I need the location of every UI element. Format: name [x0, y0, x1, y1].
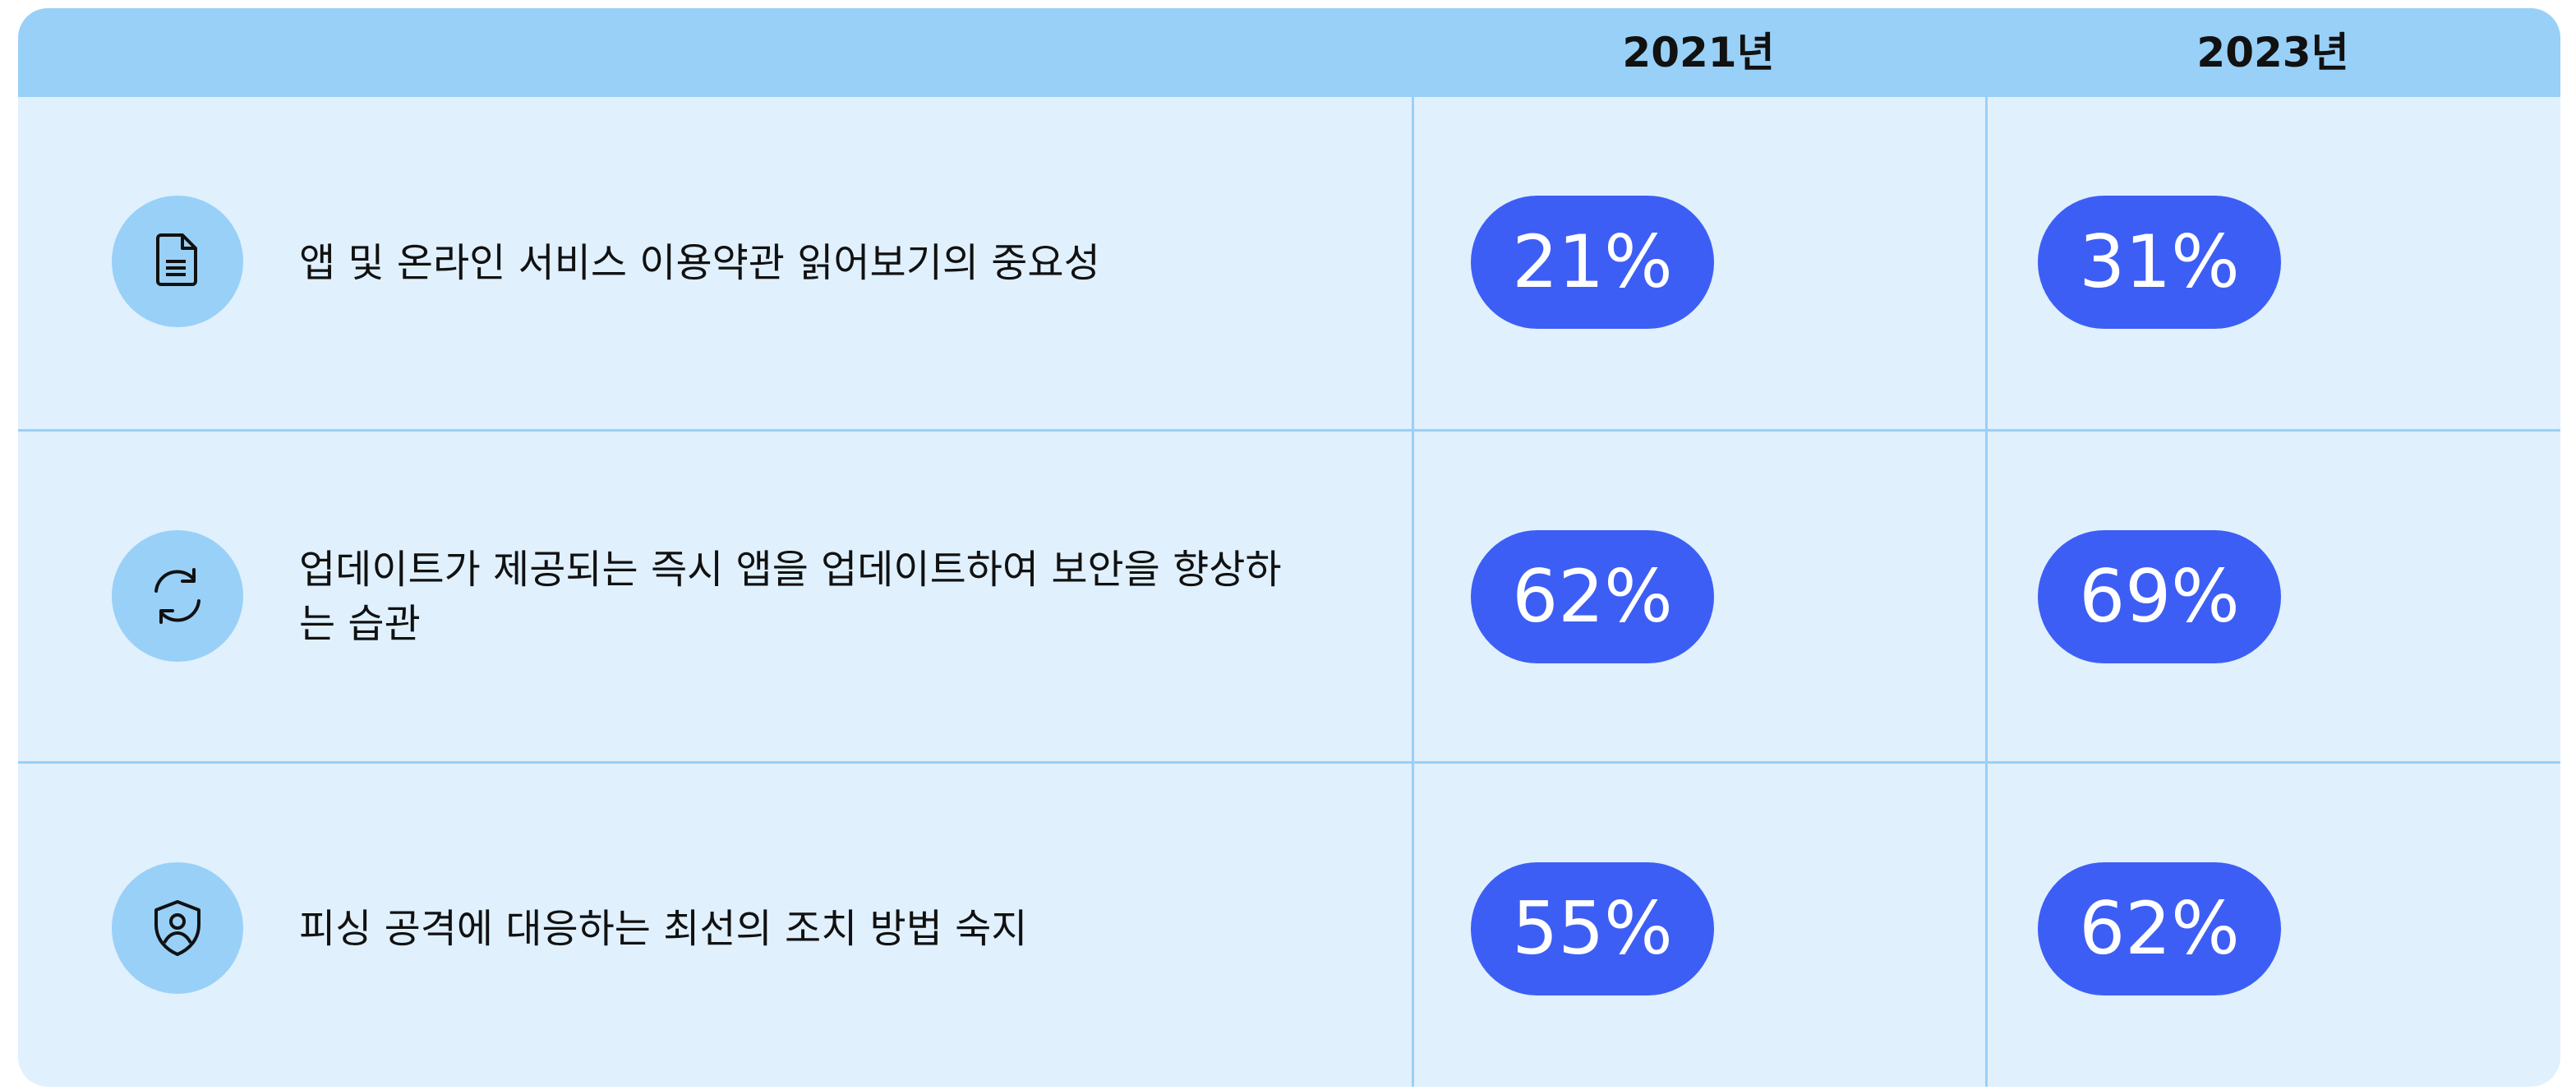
- column-divider: [1412, 97, 1414, 1087]
- value-pill: 62%: [1471, 530, 1714, 663]
- value-pill: 21%: [1471, 196, 1714, 329]
- row-label: 업데이트가 제공되는 즉시 앱을 업데이트하여 보안을 향상하는 습관: [299, 546, 1282, 647]
- column-divider: [1985, 97, 1988, 1087]
- table-row: 피싱 공격에 대응하는 최선의 조치 방법 숙지 55% 62%: [18, 761, 2560, 1087]
- header-row: 2021년 2023년: [18, 8, 2560, 97]
- row-icon: [112, 530, 243, 662]
- value-pill: 62%: [2038, 862, 2281, 995]
- row-icon: [112, 862, 243, 994]
- value-pill: 55%: [1471, 862, 1714, 995]
- row-label: 앱 및 온라인 서비스 이용약관 읽어보기의 중요성: [299, 240, 1100, 286]
- row-icon: [112, 196, 243, 327]
- value-pill: 31%: [2038, 196, 2281, 329]
- column-header: 2021년: [1622, 29, 1775, 76]
- icon: [154, 900, 200, 956]
- row-label: 피싱 공격에 대응하는 최선의 조치 방법 숙지: [299, 905, 1028, 952]
- icon: [154, 568, 200, 624]
- value-pill: 69%: [2038, 530, 2281, 663]
- column-header: 2023년: [2196, 29, 2349, 76]
- icon: [156, 233, 197, 286]
- table: 2021년 2023년 앱 및 온라인 서비스 이용약관 읽어보기의 중요성 21…: [18, 8, 2560, 1087]
- table-row: 앱 및 온라인 서비스 이용약관 읽어보기의 중요성 21% 31%: [18, 97, 2560, 429]
- table-row: 업데이트가 제공되는 즉시 앱을 업데이트하여 보안을 향상하는 습관 62% 69…: [18, 429, 2560, 761]
